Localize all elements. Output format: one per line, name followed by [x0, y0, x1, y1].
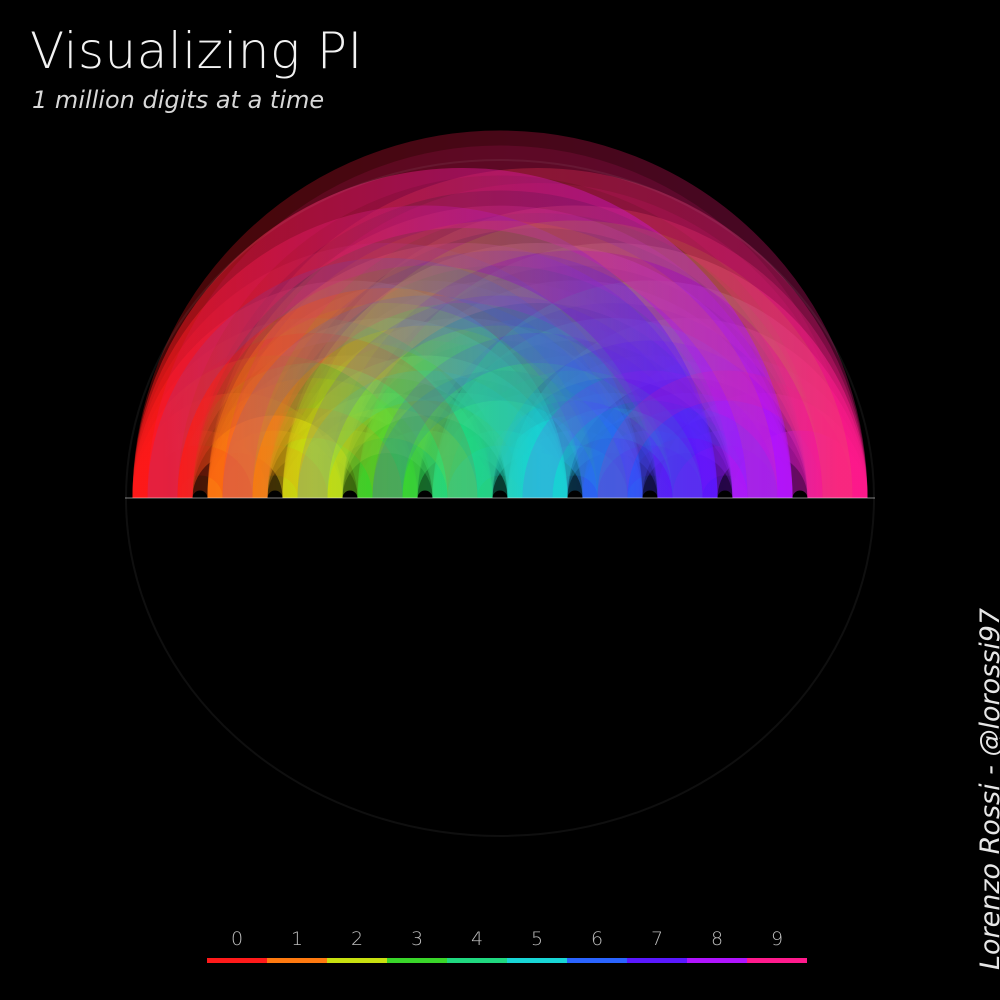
- arc-7-0: [132, 205, 718, 499]
- legend-digit-6: 6: [590, 928, 604, 950]
- arc-6-1: [222, 295, 628, 499]
- legend-digit-9: 9: [770, 928, 784, 950]
- arc-0-4: [147, 333, 478, 499]
- arc-7-3: [372, 333, 703, 499]
- arc-5-7: [522, 408, 703, 499]
- outer-ring: [125, 159, 875, 837]
- arc-1-8: [222, 220, 778, 499]
- legend-swatch-5: [507, 958, 567, 963]
- legend-swatch-6: [567, 958, 627, 963]
- arc-7-6: [597, 445, 703, 499]
- legend-digit-2: 2: [350, 928, 364, 950]
- arc-0-1: [147, 445, 253, 499]
- legend-digit-0: 0: [230, 928, 244, 950]
- legend-digit-3: 3: [410, 928, 424, 950]
- legend-swatch-0: [207, 958, 267, 963]
- legend-swatch-3: [387, 958, 447, 963]
- legend-digit-5: 5: [530, 928, 544, 950]
- legend-digit-8: 8: [710, 928, 724, 950]
- legend-swatch-7: [627, 958, 687, 963]
- arc-6-8: [597, 408, 778, 499]
- arc-2-4: [297, 408, 478, 499]
- title: Visualizing PI: [30, 22, 363, 80]
- legend-digit-7: 7: [650, 928, 664, 950]
- legend-swatch-2: [327, 958, 387, 963]
- legend-digit-4: 4: [470, 928, 484, 950]
- arc-6-0: [147, 258, 628, 499]
- arc-1-3: [222, 408, 403, 499]
- legend-swatch-1: [267, 958, 327, 963]
- arc-8-5: [522, 370, 778, 499]
- arc-6-3: [372, 370, 628, 499]
- arc-9-6: [597, 370, 853, 499]
- legend-swatch-4: [447, 958, 507, 963]
- arc-5-2: [297, 370, 553, 499]
- legend-swatch-9: [747, 958, 807, 963]
- arc-5-6: [522, 445, 628, 499]
- arc-1-2: [222, 445, 328, 499]
- arc-9-1: [222, 183, 853, 499]
- arc-6-7: [582, 430, 718, 500]
- arc-5-4: [447, 445, 553, 499]
- legend-digit-1: 1: [290, 928, 304, 950]
- subtitle: 1 million digits at a time: [32, 86, 325, 114]
- arc-4-7: [447, 370, 703, 499]
- arc-3-6: [372, 370, 628, 499]
- arc-8-7: [672, 445, 778, 499]
- legend-swatch-8: [687, 958, 747, 963]
- arc-2-9: [297, 220, 853, 499]
- arc-9-0: [147, 145, 853, 499]
- arc-7-2: [297, 295, 703, 499]
